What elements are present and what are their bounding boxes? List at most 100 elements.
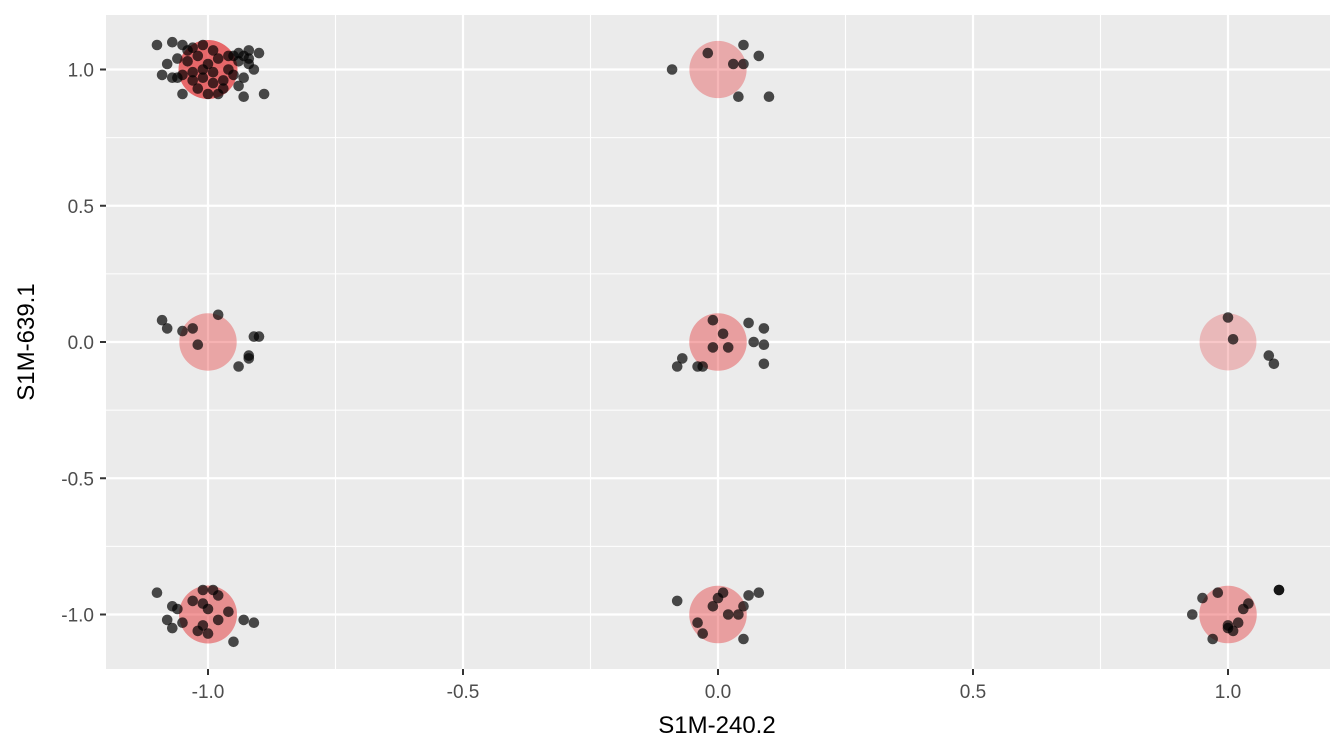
- data-point: [161, 323, 173, 334]
- y-axis-title: S1M-639.1: [13, 283, 40, 400]
- data-point: [253, 331, 265, 342]
- data-point: [717, 587, 729, 598]
- data-point: [707, 601, 719, 612]
- data-point: [192, 625, 204, 637]
- data-point: [722, 342, 734, 353]
- data-point: [1273, 584, 1285, 596]
- y-tick-label: -1.0: [61, 606, 94, 627]
- data-point: [187, 323, 198, 334]
- data-point: [738, 601, 749, 612]
- data-point: [238, 614, 249, 626]
- data-point: [182, 56, 193, 67]
- data-point: [207, 66, 219, 78]
- summary-circle: [689, 313, 747, 371]
- y-tick-label: -0.5: [61, 469, 94, 490]
- data-point: [238, 72, 249, 83]
- data-point: [702, 47, 714, 59]
- y-tick-label: 0.0: [68, 333, 94, 354]
- data-point: [192, 50, 204, 62]
- data-point: [692, 617, 703, 628]
- data-point: [156, 314, 168, 326]
- major-gridlines: [106, 15, 1330, 669]
- data-point: [197, 584, 209, 596]
- data-point: [1187, 609, 1198, 620]
- data-point: [758, 339, 770, 351]
- data-point: [202, 603, 214, 615]
- data-point: [1197, 592, 1208, 604]
- data-point: [228, 636, 239, 648]
- data-point: [743, 317, 754, 329]
- data-point: [1212, 587, 1224, 598]
- data-point: [758, 323, 770, 334]
- summary-circle: [1199, 313, 1257, 371]
- data-point: [733, 91, 744, 102]
- data-point: [161, 614, 173, 626]
- data-point: [697, 361, 708, 372]
- data-point: [671, 361, 683, 372]
- summary-circle: [1199, 585, 1257, 644]
- data-point: [177, 617, 188, 628]
- data-point: [738, 58, 749, 70]
- data-point: [197, 64, 209, 75]
- data-point: [212, 614, 224, 626]
- y-tick-label: 0.5: [68, 197, 94, 218]
- x-tick-label: 0.0: [705, 682, 731, 703]
- data-point: [763, 91, 775, 102]
- x-axis-title: S1M-240.2: [658, 712, 775, 739]
- data-point: [243, 45, 255, 56]
- data-point: [707, 314, 719, 326]
- data-point: [743, 590, 754, 601]
- data-point: [197, 39, 209, 51]
- data-point: [738, 39, 749, 51]
- y-axis: 1.0 0.5 0.0 -0.5 -1.0: [61, 61, 106, 627]
- data-point: [167, 36, 178, 48]
- data-point: [161, 58, 173, 70]
- data-point: [156, 69, 168, 81]
- data-point: [202, 88, 214, 100]
- data-point: [1232, 617, 1244, 628]
- data-point: [177, 325, 188, 337]
- x-tick-label: -1.0: [192, 682, 225, 703]
- data-point: [748, 336, 759, 348]
- data-point: [733, 609, 744, 620]
- data-point: [151, 587, 163, 598]
- data-point: [212, 590, 224, 601]
- x-axis: -1.0 -0.5 0.0 0.5 1.0: [192, 669, 1241, 703]
- data-point: [1207, 633, 1218, 645]
- data-point: [177, 88, 188, 100]
- summary-circle: [689, 40, 747, 99]
- data-point: [182, 45, 193, 56]
- data-point: [167, 622, 178, 634]
- x-tick-label: 1.0: [1215, 682, 1241, 703]
- data-point: [151, 39, 163, 51]
- data-point: [258, 88, 270, 100]
- data-point: [722, 609, 734, 620]
- data-point: [707, 342, 719, 353]
- data-point: [223, 606, 234, 618]
- data-point: [223, 64, 234, 75]
- data-point: [697, 628, 708, 639]
- data-point: [248, 617, 260, 628]
- data-point: [753, 50, 765, 62]
- data-point: [192, 83, 204, 94]
- data-point: [187, 75, 198, 86]
- data-point: [218, 83, 229, 94]
- data-point: [253, 47, 265, 59]
- summary-circle: [179, 313, 237, 371]
- data-point: [1227, 334, 1239, 345]
- data-point: [677, 353, 688, 364]
- data-point: [717, 328, 729, 340]
- x-tick-label: -0.5: [447, 682, 480, 703]
- data-point: [758, 358, 770, 370]
- data-point: [738, 633, 749, 645]
- data-point: [238, 91, 249, 102]
- data-points: [151, 36, 1285, 648]
- data-point: [212, 53, 224, 64]
- data-point: [1222, 620, 1234, 631]
- data-point: [1268, 358, 1280, 370]
- data-point: [212, 309, 224, 321]
- data-point: [218, 75, 229, 86]
- data-point: [187, 66, 198, 78]
- data-point: [753, 587, 765, 598]
